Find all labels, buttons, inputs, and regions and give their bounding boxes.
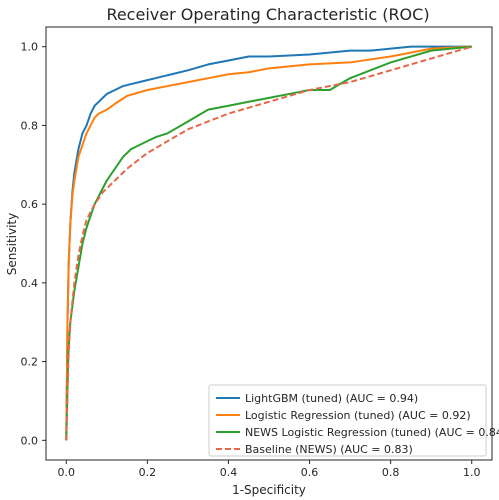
x-tick-label: 0.2 bbox=[139, 466, 157, 479]
y-tick-label: 1.0 bbox=[21, 41, 39, 54]
x-tick-label: 0.4 bbox=[220, 466, 238, 479]
series-lines bbox=[65, 45, 473, 441]
legend-box bbox=[208, 384, 487, 457]
series-line-1 bbox=[65, 45, 472, 441]
x-tick-label: 0.0 bbox=[58, 466, 76, 479]
y-tick-label: 0.4 bbox=[21, 277, 39, 290]
legend: LightGBM (tuned) (AUC = 0.94) Logistic Re… bbox=[208, 384, 499, 457]
legend-label: Baseline (NEWS) (AUC = 0.83) bbox=[245, 443, 413, 456]
x-axis: 0.0 0.2 0.4 0.6 0.8 1.0 bbox=[58, 460, 481, 479]
x-tick-label: 0.8 bbox=[382, 466, 400, 479]
y-tick-label: 0.2 bbox=[21, 356, 39, 369]
y-tick-label: 0.8 bbox=[21, 119, 39, 132]
y-axis-label: Sensitivity bbox=[5, 213, 19, 275]
series-line-0 bbox=[65, 45, 472, 441]
legend-label: LightGBM (tuned) (AUC = 0.94) bbox=[245, 392, 418, 405]
legend-label: Logistic Regression (tuned) (AUC = 0.92) bbox=[245, 409, 471, 422]
series-line-3 bbox=[65, 45, 473, 441]
x-tick-label: 0.6 bbox=[301, 466, 319, 479]
x-tick-label: 1.0 bbox=[463, 466, 481, 479]
chart-title: Receiver Operating Characteristic (ROC) bbox=[106, 5, 429, 24]
legend-label: NEWS Logistic Regression (tuned) (AUC = … bbox=[245, 426, 499, 439]
y-tick-label: 0.6 bbox=[21, 198, 39, 211]
y-tick-label: 0.0 bbox=[21, 434, 39, 447]
x-axis-label: 1-Specificity bbox=[232, 483, 306, 497]
y-axis: 0.0 0.2 0.4 0.6 0.8 1.0 bbox=[21, 41, 46, 447]
